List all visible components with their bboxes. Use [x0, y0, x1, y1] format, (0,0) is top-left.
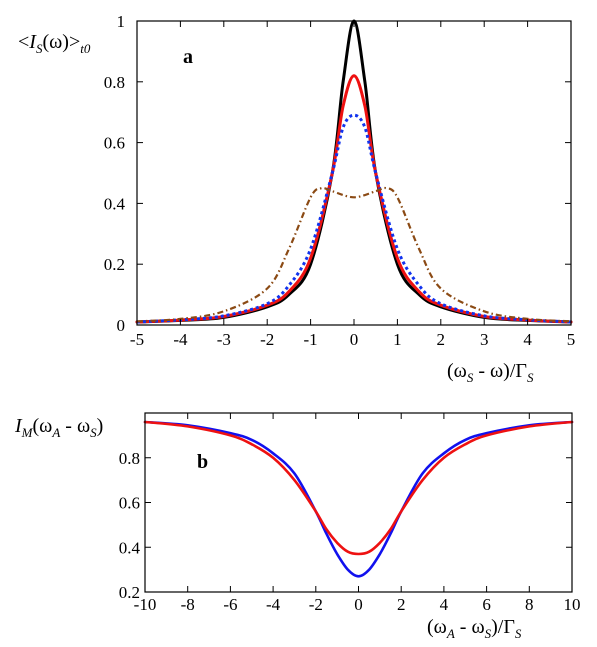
- panel-a-x-tick-label: 4: [523, 330, 532, 349]
- panel-a-series-line: [135, 74, 573, 324]
- panel-a-ylabel: <IS(ω)>t0: [18, 31, 91, 56]
- panel-b-x-tick-label: -10: [134, 595, 157, 614]
- panel-a-frame: [136, 20, 572, 326]
- panel-a: -5 -4 -3 -2 -1 0 1 2 3 4 5 0 0.2 0.4 0.6 0.8 1 a <IS(ω)>…: [18, 12, 575, 385]
- panel-a-series-line: [135, 19, 573, 324]
- panel-a-letter: a: [183, 46, 193, 68]
- panel-b-series-line: [143, 420, 574, 578]
- panel-b-y-tick-label: 0.4: [119, 538, 141, 557]
- panel-a-y-tick-label: 0.8: [104, 73, 125, 92]
- panel-a-ticks: -5 -4 -3 -2 -1 0 1 2 3 4 5 0 0.2 0.4 0.6 0.8 1: [104, 12, 576, 349]
- panel-a-x-tick-label: -3: [217, 330, 231, 349]
- panel-a-x-tick-label: -5: [130, 330, 144, 349]
- panel-b-x-tick-label: 6: [482, 595, 491, 614]
- panel-a-x-tick-label: 5: [567, 330, 576, 349]
- panel-b-x-tick-label: -4: [266, 595, 281, 614]
- panel-b-x-tick-label: -2: [309, 595, 323, 614]
- panel-b-x-tick-label: 0: [354, 595, 363, 614]
- panel-a-xlabel: (ωS - ω)/ΓS: [447, 360, 534, 385]
- panel-b-x-tick-label: 4: [440, 595, 449, 614]
- panel-b-letter: b: [197, 451, 208, 473]
- panel-b-xlabel: (ωA - ωS)/ΓS: [427, 616, 522, 641]
- panel-b-x-tick-label: 2: [397, 595, 406, 614]
- panel-a-y-tick-label: 0.2: [104, 255, 125, 274]
- panel-b-ticks: -10 -8 -6 -4 -2 0 2 4 6 8 10 0.2 0.4 0.6 0.8: [119, 413, 581, 614]
- panel-a-series-line: [136, 113, 572, 324]
- panel-a-x-tick-label: 0: [350, 330, 359, 349]
- panel-a-x-tick-label: -4: [173, 330, 188, 349]
- panel-b-y-tick-label: 0.2: [119, 583, 140, 602]
- panel-b-series-line: [143, 420, 574, 556]
- panel-b-ylabel: IM(ωA - ωS): [14, 415, 103, 440]
- panel-b-frame: [144, 412, 573, 593]
- panel-a-y-tick-label: 1: [117, 12, 126, 31]
- panel-b-x-tick-label: 10: [564, 595, 581, 614]
- panel-b-y-tick-label: 0.8: [119, 449, 140, 468]
- panel-a-y-tick-label: 0.4: [104, 194, 126, 213]
- panel-a-series-line: [136, 186, 572, 323]
- panel-b-x-tick-label: 8: [525, 595, 534, 614]
- panel-a-curves: [135, 19, 573, 324]
- panel-b-x-tick-label: -8: [181, 595, 195, 614]
- panel-b-x-tick-label: -6: [223, 595, 237, 614]
- panel-b: -10 -8 -6 -4 -2 0 2 4 6 8 10 0.2 0.4 0.6 0.8 b IM(ωA -…: [14, 412, 581, 641]
- panel-b-y-tick-label: 0.6: [119, 494, 140, 513]
- panel-a-y-tick-label: 0: [117, 316, 126, 335]
- panel-a-x-tick-label: 3: [480, 330, 489, 349]
- panel-a-x-tick-label: -2: [260, 330, 274, 349]
- panel-a-x-tick-label: -1: [304, 330, 318, 349]
- panel-a-y-tick-label: 0.6: [104, 134, 125, 153]
- panel-b-curves: [143, 420, 574, 578]
- panel-a-x-tick-label: 1: [393, 330, 402, 349]
- panel-a-x-tick-label: 2: [437, 330, 446, 349]
